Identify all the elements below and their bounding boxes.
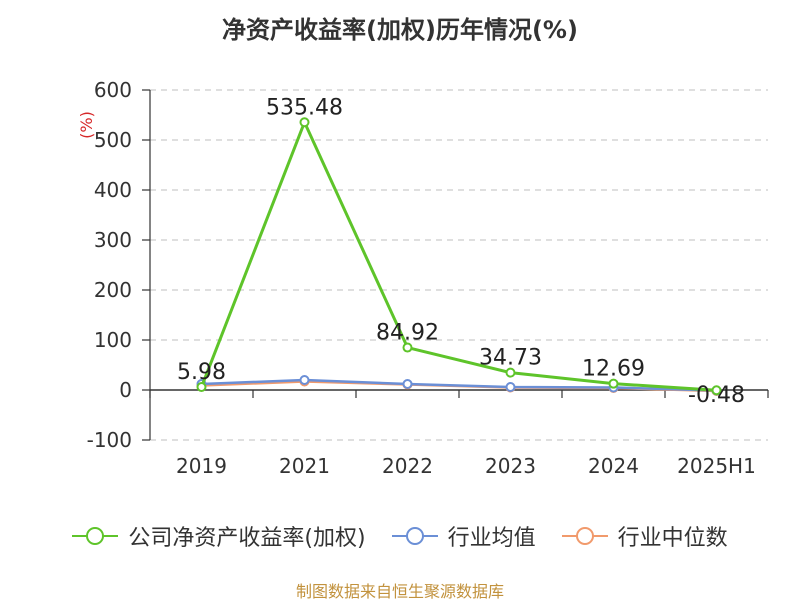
y-tick-label: -100 <box>87 428 132 452</box>
data-label: 535.48 <box>266 95 343 120</box>
legend-swatch <box>72 525 119 547</box>
legend-item[interactable]: 行业中位数 <box>561 520 728 552</box>
series-line <box>200 120 717 392</box>
y-tick-label: 500 <box>94 128 132 152</box>
y-tick-label: 100 <box>94 328 132 352</box>
x-axis: 2019 2021 2022 2023 2024 2025H1 <box>149 389 769 478</box>
y-tick-label: 600 <box>94 78 132 102</box>
legend-label: 公司净资产收益率(加权) <box>128 526 366 551</box>
x-tick-label: 2025H1 <box>677 454 756 478</box>
data-point <box>402 342 413 353</box>
data-label: 12.69 <box>582 357 645 382</box>
y-tick-label: 0 <box>119 378 132 402</box>
data-labels: 5.98 535.48 84.92 34.73 12.69 -0.48 <box>177 95 745 408</box>
x-tick-label: 2022 <box>382 454 433 478</box>
legend-label: 行业均值 <box>447 526 536 551</box>
legend-item[interactable]: 行业均值 <box>391 520 536 552</box>
data-point <box>505 367 516 378</box>
y-tick-label: 400 <box>94 178 132 202</box>
legend-marker <box>86 527 105 545</box>
series-line <box>201 378 717 392</box>
gridlines <box>150 89 768 441</box>
y-tick-label: 200 <box>94 278 132 302</box>
data-point <box>402 379 413 389</box>
line-chart: 600 500 400 300 200 100 0 -100 2019 2021 2022 2023… <box>77 78 769 478</box>
data-point <box>299 117 310 128</box>
x-tick-label: 2023 <box>485 454 536 478</box>
legend-marker <box>575 527 594 545</box>
data-label: 34.73 <box>479 346 542 371</box>
data-label: 5.98 <box>177 360 226 385</box>
y-tick-label: 300 <box>94 228 132 252</box>
y-axis: 600 500 400 300 200 100 0 -100 <box>87 78 151 452</box>
data-point <box>505 382 516 392</box>
data-point <box>299 375 310 385</box>
x-tick-label: 2019 <box>176 454 227 478</box>
source-note: 制图数据来自恒生聚源数据库 <box>295 582 504 601</box>
chart-title: 净资产收益率(加权)历年情况(%) <box>222 16 578 44</box>
legend-item[interactable]: 公司净资产收益率(加权) <box>72 520 366 552</box>
x-tick-label: 2021 <box>279 454 330 478</box>
y-axis-unit: (%) <box>77 111 96 139</box>
data-point <box>608 378 619 389</box>
series-layer <box>196 117 722 396</box>
x-tick-label: 2024 <box>588 454 639 478</box>
legend-swatch <box>391 525 438 547</box>
data-point <box>196 382 207 393</box>
data-label: -0.48 <box>688 383 745 408</box>
legend-label: 行业中位数 <box>617 526 728 551</box>
data-label: 84.92 <box>376 321 439 346</box>
legend-marker <box>405 527 424 545</box>
data-point <box>711 385 722 396</box>
legend-swatch <box>561 525 608 547</box>
legend: 公司净资产收益率(加权) 行业均值 行业中位数 <box>0 520 800 552</box>
